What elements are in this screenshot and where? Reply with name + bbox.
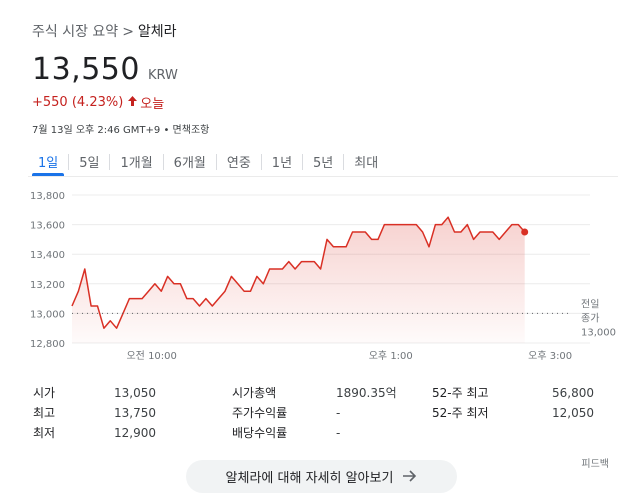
current-price: 13,550 — [32, 52, 140, 87]
price-row: 13,550 KRW — [32, 52, 178, 87]
stat-value-market-cap: 1890.35억 — [336, 386, 397, 400]
tab-divider — [162, 154, 164, 170]
y-tick-label: 13,400 — [30, 250, 65, 261]
y-tick-label: 13,000 — [30, 309, 65, 320]
y-tick-label: 13,200 — [30, 280, 65, 291]
breadcrumb: 주식 시장 요약 > 알체라 — [32, 21, 177, 41]
tab-ytd[interactable]: 연중 — [226, 156, 251, 171]
last-price-dot — [521, 228, 529, 236]
tab-divider — [343, 154, 345, 170]
quote-timestamp: 7월 13일 오후 2:46 GMT+9 • 면책조항 — [32, 125, 210, 136]
stat-label-market-cap: 시가총액 — [232, 386, 277, 400]
breadcrumb-current: 알체라 — [137, 24, 177, 40]
arrow-right-icon — [403, 467, 417, 486]
breadcrumb-separator: > — [122, 24, 134, 40]
arrow-up-icon — [128, 95, 138, 110]
tab-divider — [68, 154, 70, 170]
stat-value-open: 13,050 — [114, 386, 156, 400]
previous-close-label: 종가 — [581, 312, 599, 324]
y-tick-label: 12,800 — [30, 339, 65, 350]
stat-value-pe-ratio: - — [336, 406, 341, 420]
stat-value-dividend-yield: - — [336, 426, 341, 440]
tab-5d[interactable]: 5일 — [79, 156, 100, 171]
tab-1m[interactable]: 1개월 — [120, 156, 153, 171]
stat-label-low: 최저 — [33, 426, 56, 440]
price-line — [71, 216, 526, 329]
stat-label-dividend-yield: 배당수익률 — [232, 426, 288, 440]
stat-value-52w-low: 12,050 — [552, 406, 594, 420]
breadcrumb-parent-link[interactable]: 주식 시장 요약 — [32, 24, 119, 40]
tab-5y[interactable]: 5년 — [313, 156, 334, 171]
x-tick-label: 오전 10:00 — [126, 350, 176, 362]
tab-max[interactable]: 최대 — [354, 156, 379, 171]
previous-close-label: 전일 — [581, 298, 599, 310]
tab-1d[interactable]: 1일 — [28, 148, 68, 176]
tabs-underline — [28, 176, 618, 177]
tab-divider — [109, 154, 111, 170]
stat-label-open: 시가 — [33, 386, 56, 400]
price-change: +550 (4.23%) — [32, 95, 124, 110]
tab-divider — [260, 154, 262, 170]
change-period: 오늘 — [140, 97, 165, 112]
stat-value-52w-high: 56,800 — [552, 386, 594, 400]
feedback-link[interactable]: 피드백 — [581, 459, 609, 470]
stat-label-high: 최고 — [33, 406, 56, 420]
y-tick-label: 13,800 — [30, 191, 65, 202]
stat-label-52w-high: 52-주 최고 — [432, 386, 489, 400]
learn-more-label: 알체라에 대해 자세히 알아보기 — [225, 471, 394, 486]
price-change-row: +550 (4.23%) 오늘 — [32, 93, 164, 112]
y-tick-label: 13,600 — [30, 221, 65, 232]
price-area — [72, 217, 525, 343]
previous-close-value: 13,000 — [581, 327, 616, 338]
stat-label-pe-ratio: 주가수익률 — [232, 406, 288, 420]
tab-1y[interactable]: 1년 — [271, 156, 293, 171]
learn-more-button[interactable]: 알체라에 대해 자세히 알아보기 — [186, 460, 457, 493]
price-chart[interactable]: 13,800 13,600 13,400 13,200 13,000 12,800 오전 1… — [0, 180, 642, 366]
range-tabs: 1일 5일 1개월 6개월 연중 1년 5년 최대 — [28, 148, 388, 176]
x-tick-label: 오후 3:00 — [528, 350, 572, 362]
tab-divider — [215, 154, 217, 170]
tab-6m[interactable]: 6개월 — [173, 156, 206, 171]
stat-value-high: 13,750 — [114, 406, 156, 420]
currency-label: KRW — [147, 68, 178, 83]
stat-label-52w-low: 52-주 최저 — [432, 406, 489, 420]
tab-divider — [302, 154, 304, 170]
x-tick-label: 오후 1:00 — [369, 350, 413, 362]
stat-value-low: 12,900 — [114, 426, 156, 440]
